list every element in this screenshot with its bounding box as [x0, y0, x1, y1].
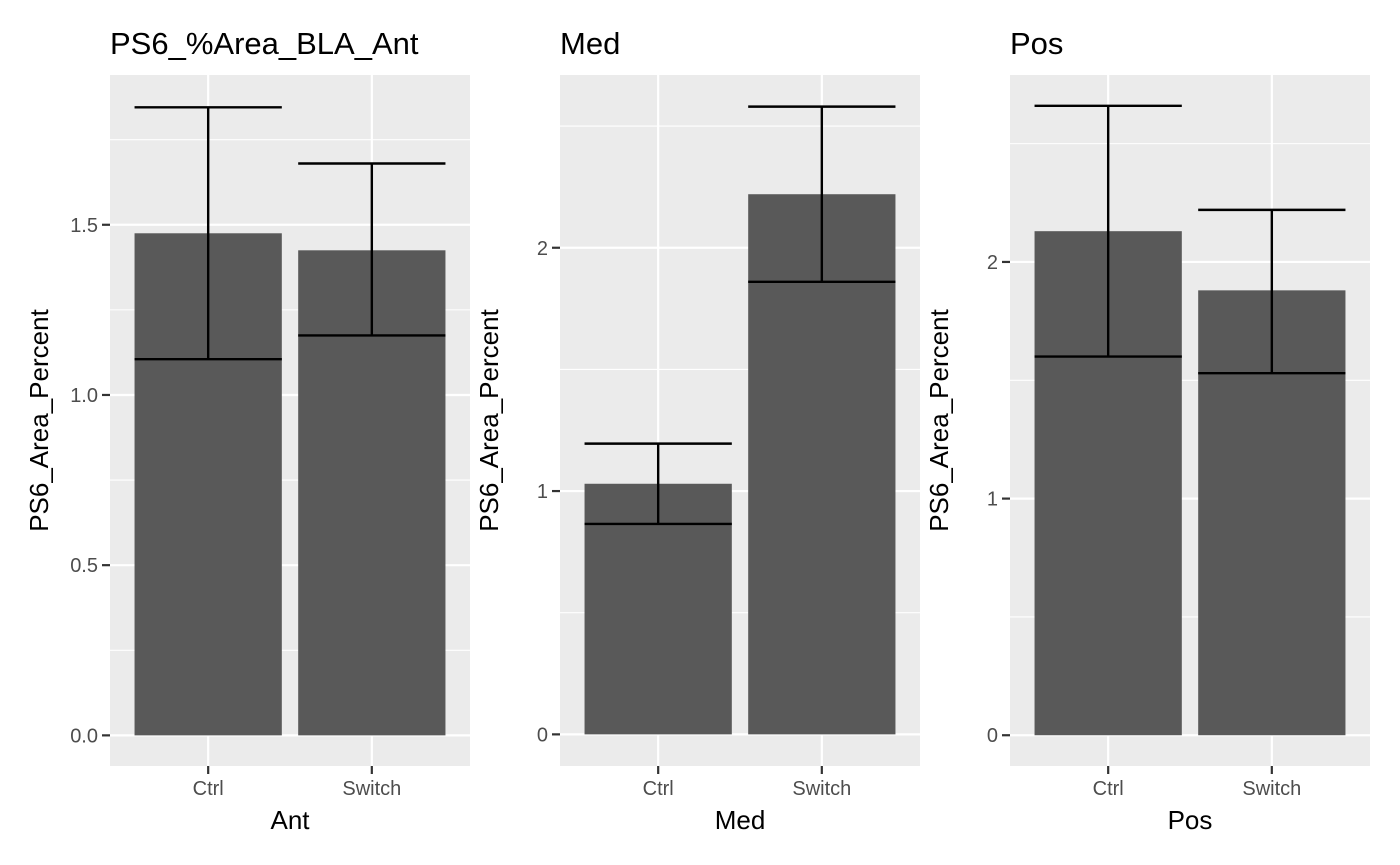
bar-switch	[748, 194, 896, 735]
x-tick-label: Switch	[342, 778, 401, 800]
y-axis-title: PS6_Area_Percent	[474, 308, 504, 531]
error-bar-ctrl	[134, 106, 282, 361]
panel-title: Med	[560, 26, 620, 61]
x-axis-title: Pos	[1168, 805, 1213, 835]
x-axis-title: Ant	[270, 805, 310, 835]
y-tick-label: 0	[537, 724, 548, 746]
x-tick-label: Ctrl	[643, 778, 674, 800]
panel-title: Pos	[1010, 26, 1063, 61]
y-tick-label: 0.0	[70, 725, 98, 747]
error-bar-switch	[748, 105, 896, 284]
x-tick-label: Ctrl	[1093, 778, 1124, 800]
y-tick-label: 1.5	[70, 215, 98, 237]
y-axis-title: PS6_Area_Percent	[924, 308, 954, 531]
error-bar-switch	[1198, 208, 1346, 375]
y-tick-label: 0.5	[70, 555, 98, 577]
error-bar-switch	[298, 162, 446, 337]
y-tick-label: 2	[987, 252, 998, 274]
chart-panel-1: 0.0 0.5 1.0 1.5 Ctrl Switch Ant PS6_Area_Percen…	[24, 26, 470, 835]
y-axis-title: PS6_Area_Percent	[24, 308, 54, 531]
x-tick-label: Switch	[792, 778, 851, 800]
chart-panel-3: 0 1 2 Ctrl Switch Pos PS6_Area_Percent Pos	[924, 26, 1370, 835]
y-tick-label: 1	[537, 481, 548, 503]
x-axis-title: Med	[715, 805, 766, 835]
x-tick-label: Ctrl	[193, 778, 224, 800]
chart-panel-2: 0 1 2 Ctrl Switch Med PS6_Area_Percent Med	[474, 26, 920, 835]
y-tick-label: 0	[987, 725, 998, 747]
panel-title: PS6_%Area_BLA_Ant	[110, 26, 419, 61]
y-tick-label: 1.0	[70, 385, 98, 407]
y-tick-label: 1	[987, 489, 998, 511]
error-bar-ctrl	[1034, 104, 1182, 358]
x-tick-label: Switch	[1242, 778, 1301, 800]
error-bar-ctrl	[584, 442, 732, 526]
bar-ctrl	[584, 483, 732, 735]
y-tick-label: 2	[537, 238, 548, 260]
